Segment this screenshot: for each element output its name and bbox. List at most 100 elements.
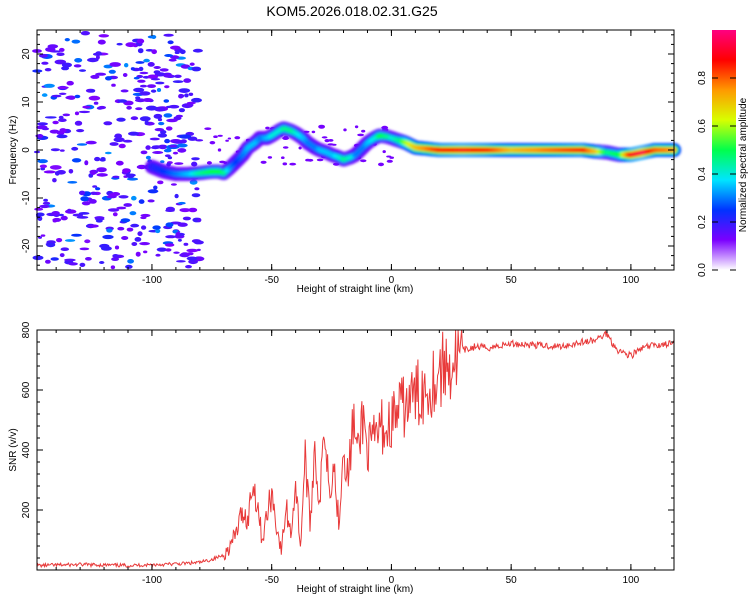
noise-speckle	[305, 158, 311, 162]
noise-speckle	[126, 177, 139, 181]
noise-speckle	[74, 120, 83, 126]
spectrogram-ylabel: Frequency (Hz)	[8, 116, 19, 185]
ridge-point	[301, 136, 305, 140]
noise-speckle	[54, 59, 67, 65]
noise-speckle	[44, 68, 52, 72]
noise-speckle	[189, 179, 198, 185]
noise-speckle	[123, 139, 133, 143]
noise-speckle	[76, 216, 89, 219]
noise-speckle	[58, 118, 67, 122]
noise-speckle	[311, 130, 316, 134]
noise-speckle	[50, 148, 61, 152]
noise-speckle	[59, 128, 67, 133]
ridge-point	[557, 148, 561, 152]
noise-speckle	[109, 142, 119, 146]
ridge-point	[353, 153, 358, 157]
ridge-point	[593, 149, 597, 153]
noise-speckle	[47, 44, 59, 49]
noise-speckle	[64, 258, 76, 262]
y-tick-label: -10	[21, 190, 32, 205]
noise-speckle	[151, 35, 157, 39]
ridge-point	[349, 155, 353, 159]
noise-speckle	[139, 91, 151, 96]
ridge-point	[509, 148, 513, 152]
x-tick-label: 100	[623, 275, 640, 286]
noise-speckle	[41, 93, 48, 97]
noise-speckle	[100, 157, 106, 161]
noise-speckle	[58, 115, 64, 120]
noise-speckle	[104, 151, 112, 155]
ridge-point	[373, 136, 377, 140]
noise-speckle	[118, 143, 126, 149]
noise-speckle	[164, 85, 170, 89]
ridge-point	[377, 134, 381, 138]
noise-speckle	[142, 98, 153, 102]
noise-speckle	[386, 159, 393, 163]
ridge-point	[277, 129, 281, 133]
noise-speckle	[133, 87, 145, 93]
noise-speckle	[59, 253, 65, 258]
noise-speckle	[149, 137, 160, 141]
ridge-point	[258, 136, 262, 140]
noise-speckle	[386, 155, 392, 158]
noise-speckle	[186, 103, 194, 107]
noise-speckle	[156, 88, 162, 92]
noise-speckle	[39, 204, 50, 209]
ridge-point	[413, 146, 417, 150]
noise-speckle	[52, 178, 57, 183]
noise-speckle	[176, 260, 186, 263]
noise-speckle	[135, 251, 141, 257]
snr-panel: -100 -50 0 50 100 200 400 600 800 Height of stra…	[8, 321, 675, 595]
noise-speckle	[164, 54, 174, 57]
noise-speckle	[163, 148, 172, 153]
colorbar-tick-label: 0.0	[697, 263, 708, 277]
ridge-point	[533, 148, 537, 152]
noise-speckle	[178, 108, 185, 113]
noise-speckle	[144, 120, 149, 126]
noise-speckle	[191, 97, 202, 103]
noise-speckle	[157, 180, 164, 185]
noise-speckle	[108, 193, 117, 197]
noise-speckle	[52, 219, 57, 223]
noise-speckle	[98, 34, 110, 38]
noise-speckle	[154, 128, 164, 132]
noise-speckle	[134, 237, 142, 242]
noise-speckle	[166, 118, 178, 123]
noise-speckle	[82, 105, 91, 109]
noise-speckle	[71, 146, 79, 151]
x-tick-label: -100	[142, 575, 162, 586]
noise-speckle	[206, 161, 212, 165]
noise-speckle	[56, 134, 68, 139]
colorbar-ticks: 0.0 0.2 0.4 0.6 0.8	[697, 71, 736, 277]
noise-speckle	[76, 129, 85, 133]
ridge-point	[389, 136, 393, 140]
y-tick-label: 20	[21, 48, 32, 60]
noise-speckle	[126, 174, 135, 179]
noise-speckle	[120, 218, 131, 223]
noise-speckle	[68, 262, 78, 266]
ridge-point	[385, 135, 389, 139]
figure-title: KOM5.2026.018.02.31.G25	[266, 3, 437, 19]
noise-speckle	[130, 116, 139, 121]
noise-speckle	[143, 58, 150, 63]
noise-speckle	[179, 134, 192, 139]
ridge-point	[325, 150, 329, 154]
noise-speckle	[183, 242, 189, 246]
noise-speckle	[115, 137, 121, 142]
noise-speckle	[157, 118, 163, 122]
noise-speckle	[121, 236, 129, 240]
noise-speckle	[140, 150, 148, 155]
noise-speckle	[88, 95, 101, 101]
noise-speckle	[267, 156, 273, 159]
ridge-point	[174, 172, 178, 176]
noise-speckle	[71, 233, 82, 237]
y-tick-label: 200	[21, 501, 32, 518]
noise-speckle	[126, 105, 132, 110]
noise-speckle	[109, 62, 121, 67]
snr-xlabel: Height of straight line (km)	[297, 584, 414, 595]
noise-speckle	[40, 234, 46, 237]
noise-speckle	[95, 72, 107, 76]
noise-speckle	[117, 226, 125, 231]
noise-speckle	[357, 133, 364, 137]
